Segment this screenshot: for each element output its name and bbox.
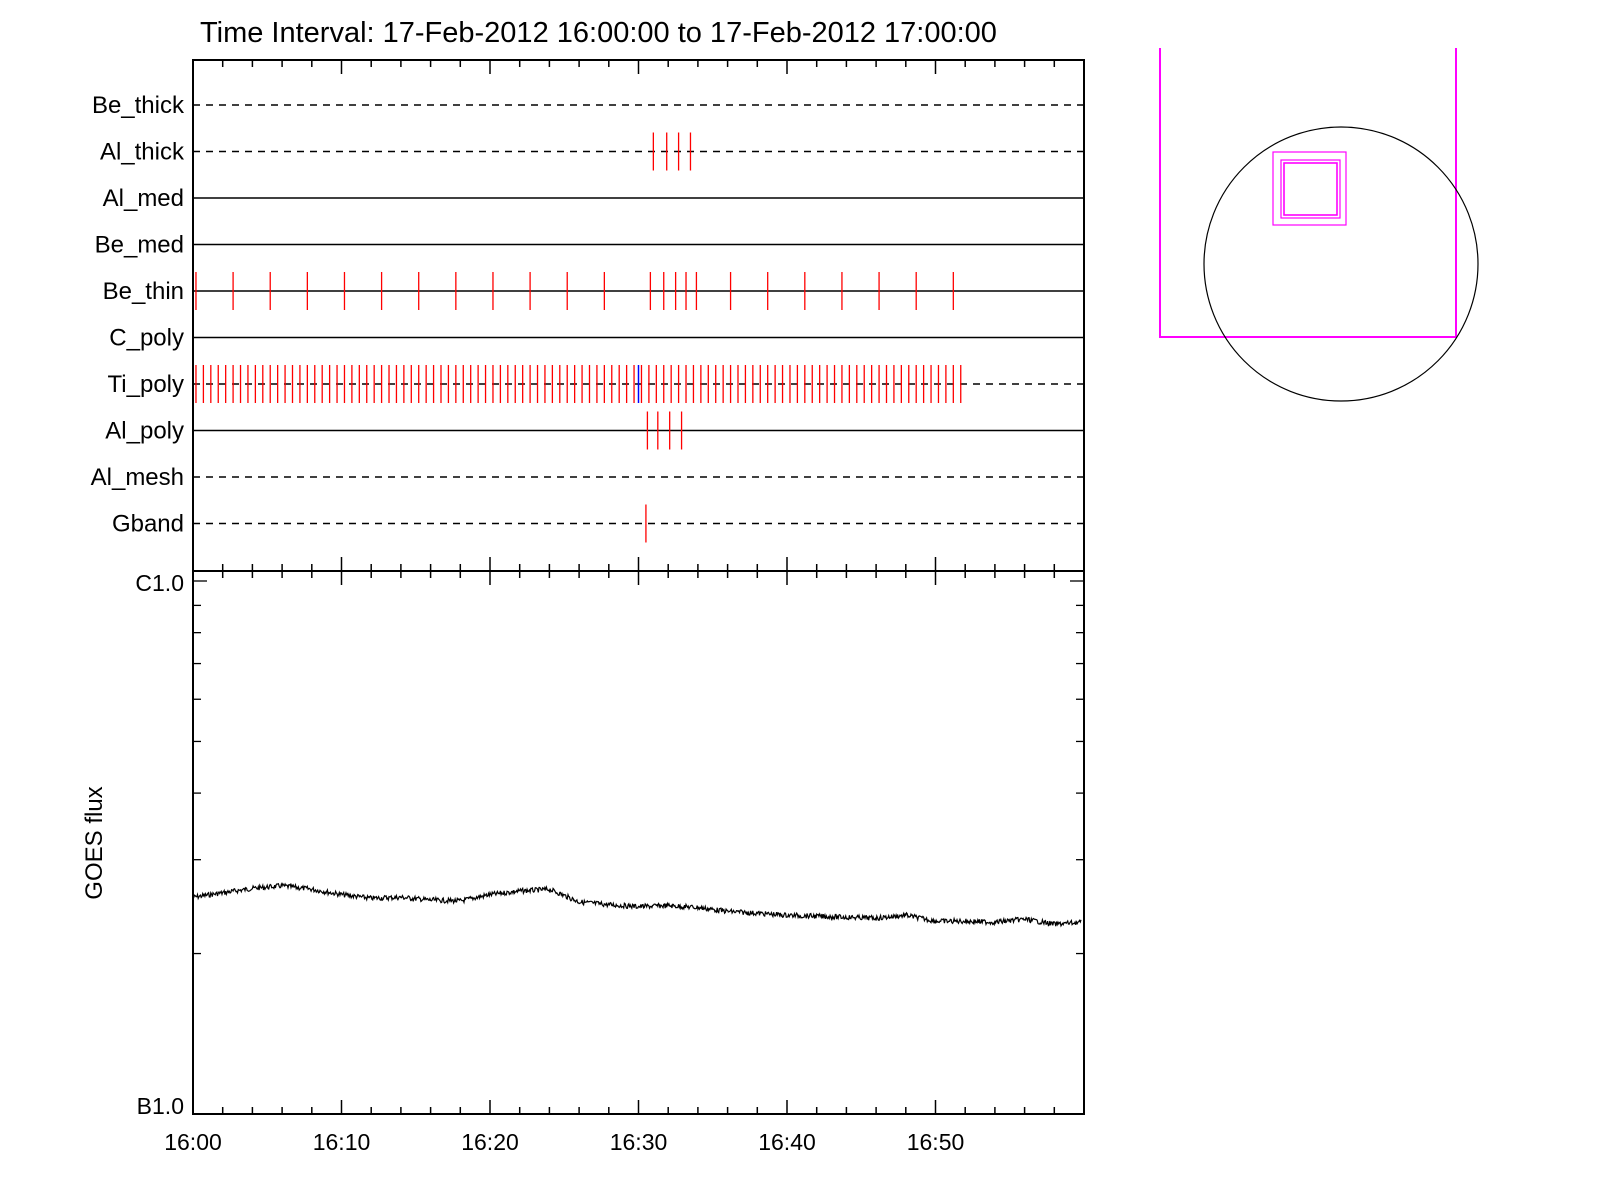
fov-diagram [1159,48,1479,402]
timeline-rows: Be_thick Al_thick Al_med Be_med Be_thin C_pol… [91,92,1084,543]
x-tick-label: 16:50 [907,1129,965,1155]
row-label: Al_mesh [91,464,184,491]
goes-flux-line [192,882,1082,928]
ytick-label-bottom: B1.0 [137,1093,184,1119]
row-label: C_poly [109,325,184,352]
timeline-ticks [192,60,1085,585]
chart-title: Time Interval: 17-Feb-2012 16:00:00 to 1… [200,17,997,49]
row-label: Be_med [95,232,184,259]
row-label: Al_thick [100,139,185,166]
row-label: Ti_poly [108,371,184,398]
row-label: Al_poly [105,418,184,445]
observation-box-inner [1283,162,1338,216]
x-tick-label: 16:20 [461,1129,519,1155]
observation-box-mid [1280,159,1341,219]
x-tick-label: 16:30 [610,1129,668,1155]
row-label: Be_thin [103,278,184,305]
goes-ticks [192,580,1085,1115]
x-tick-label: 16:40 [758,1129,816,1155]
row-label: Be_thick [92,92,185,119]
row-label: Al_med [103,185,184,212]
x-tick-labels: 16:00 16:10 16:20 16:30 16:40 16:50 [164,1129,964,1155]
row-label: Gband [112,511,184,538]
goes-panel-frame [192,570,1085,1115]
timeline-panel-frame [192,59,1085,572]
observation-box-outer [1272,151,1347,226]
x-tick-label: 16:00 [164,1129,222,1155]
y-axis-label: GOES flux [81,786,108,899]
x-tick-label: 16:10 [313,1129,371,1155]
ytick-label-top: C1.0 [135,570,184,596]
solar-disk [1203,126,1479,402]
fov-frame [1159,48,1457,338]
